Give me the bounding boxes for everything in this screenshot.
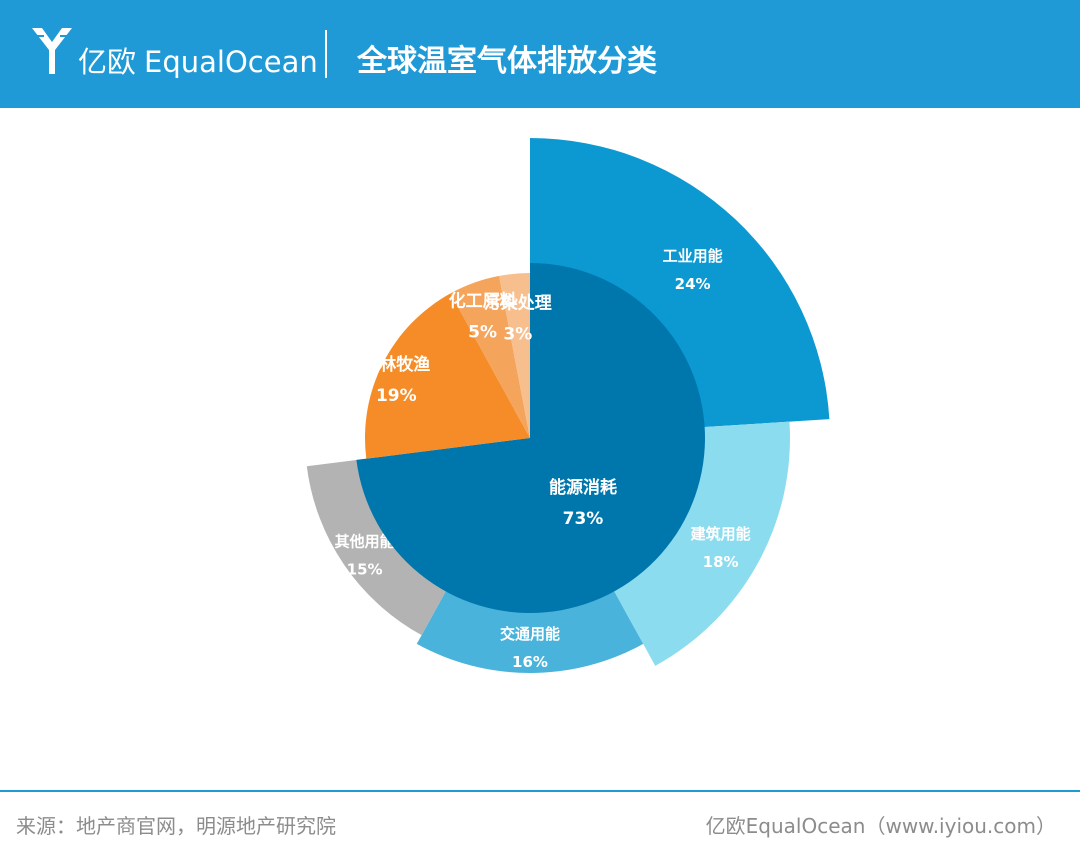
inner-slice-value-1: 73%	[563, 509, 604, 529]
inner-slice-3	[450, 275, 530, 438]
inner-slice-label-4: 污染处理	[484, 293, 552, 314]
outer-slice-label-3: 交通用能	[500, 625, 560, 643]
inner-slice-value-2: 19%	[376, 386, 417, 406]
outer-slice-value-1: 24%	[675, 275, 711, 293]
inner-slice-value-4: 3%	[503, 325, 532, 345]
outer-slice-value-3: 16%	[512, 653, 548, 671]
outer-slice-value-2: 18%	[703, 553, 739, 571]
sunburst-chart: 工业用能 24% 建筑用能 18% 交通用能 16% 其他用能 15% 能源消耗 73% 农林牧渔 1…	[306, 138, 830, 673]
source-note: 来源：地产商官网，明源地产研究院	[16, 814, 336, 838]
inner-slice-value-3: 5%	[468, 322, 497, 342]
outer-slice-value-4: 15%	[347, 560, 383, 578]
inner-slice-4	[499, 273, 530, 438]
inner-slice-label-1: 能源消耗	[549, 477, 617, 498]
footer-divider	[0, 790, 1080, 792]
header-bar: 亿欧 EqualOcean 全球温室气体排放分类	[0, 0, 1080, 108]
inner-slice-2	[364, 293, 530, 459]
credit-note: 亿欧EqualOcean（www.iyiou.com）	[705, 814, 1056, 838]
logo-wordmark: 亿欧 EqualOcean	[78, 44, 318, 80]
equalocean-logo-icon	[32, 28, 72, 74]
logo-en: EqualOcean	[144, 45, 318, 79]
inner-slice-label-2: 农林牧渔	[361, 354, 430, 375]
inner-slice-label-3: 化工原料	[449, 290, 517, 311]
logo-cn: 亿欧	[78, 45, 137, 79]
outer-slice-label-1: 工业用能	[663, 247, 723, 265]
page-title: 全球温室气体排放分类	[357, 44, 657, 79]
outer-slice-label-2: 建筑用能	[691, 525, 751, 543]
header-divider	[325, 30, 327, 78]
outer-slice-label-4: 其他用能	[335, 532, 395, 550]
inner-slice-1	[356, 263, 706, 613]
